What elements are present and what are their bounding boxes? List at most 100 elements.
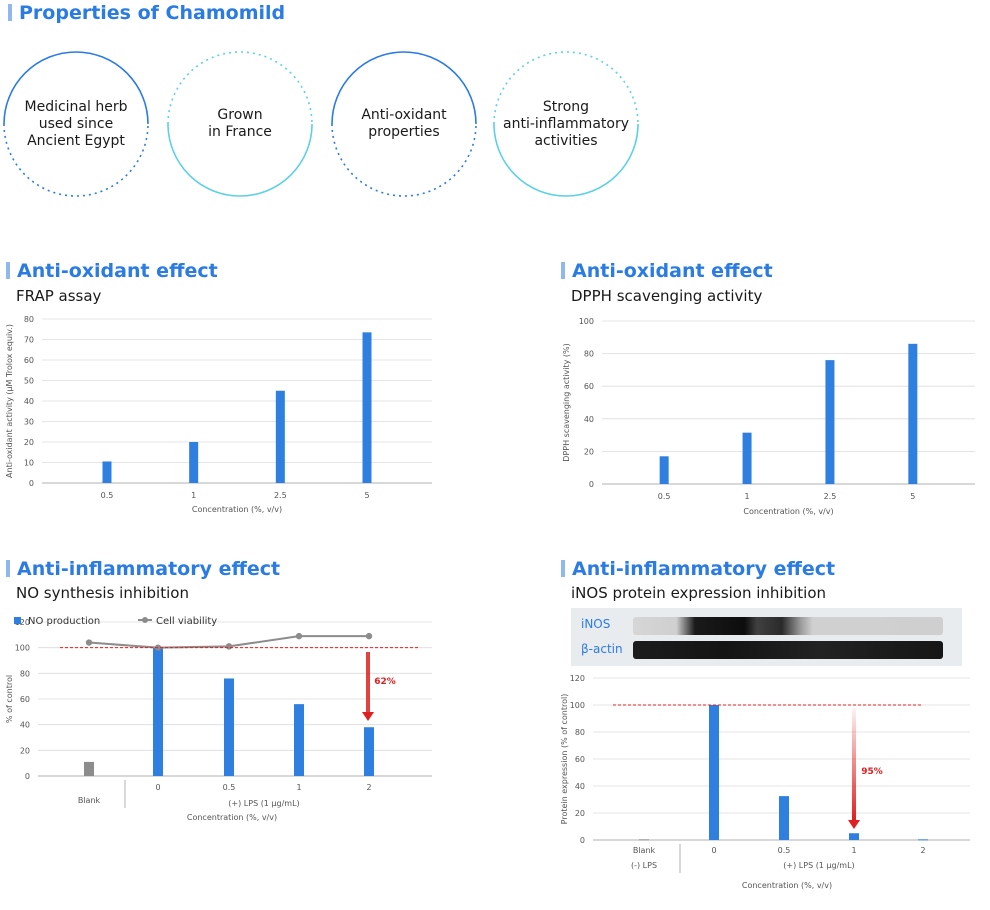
y-tick-label: 100 [15,644,30,653]
property-circle-antioxidant: Anti-oxidant properties [330,50,478,198]
y-tick-label: 10 [24,459,34,468]
y-tick-label: 40 [20,721,30,730]
title-accent-bar [6,262,10,279]
bar [742,432,752,484]
reduction-arrow-head [362,712,374,721]
western-blot: iNOS β-actin [571,608,962,666]
legend-label: NO production [28,616,100,627]
bar [908,343,918,484]
x-tick-label: 2 [920,846,925,855]
legend-swatch-point [142,617,148,623]
bar [849,833,859,840]
x-axis-label: Concentration (%, v/v) [192,505,282,514]
section-title-text: Anti-oxidant effect [17,260,218,282]
viability-point [295,632,303,640]
y-tick-label: 0 [29,479,34,488]
x-tick-label: 0 [711,846,716,855]
legend-swatch-no [14,617,21,624]
reduction-label: 95% [861,767,883,777]
bar [362,332,372,483]
y-tick-label: 20 [584,447,594,456]
bar [918,839,928,841]
bar [102,461,112,483]
section-title-inos: Anti-inflammatory effect [561,558,835,580]
circle-outline [493,51,639,197]
x-tick-label: 2.5 [824,492,837,501]
reduction-label: 62% [374,677,396,687]
circle-outline [167,51,313,197]
y-tick-label: 60 [575,755,585,764]
title-accent-bar [8,4,12,21]
blot-strip-beta-actin [633,641,943,659]
page-title: Properties of Chamomild [8,2,285,24]
section-subtitle-no: NO synthesis inhibition [16,584,189,602]
section-subtitle-frap: FRAP assay [16,287,102,305]
property-circle-herb: Medicinal herb used since Ancient Egypt [2,50,150,198]
viability-point [225,643,233,650]
group-label: (+) LPS (1 µg/mL) [228,799,299,808]
bar [294,704,304,776]
bar [275,390,285,483]
y-tick-label: 100 [570,701,585,710]
group-label: (+) LPS (1 µg/mL) [783,861,854,870]
x-tick-label: 5 [910,492,915,501]
blot-label-beta-actin: β-actin [581,642,623,656]
x-tick-label: 0.5 [223,783,236,792]
y-axis-label: Anti-oxidant activity (µM Trolox equiv.) [5,324,14,478]
y-tick-label: 50 [24,377,34,386]
x-tick-label: 1 [745,492,750,501]
x-tick-label: Blank [633,846,656,855]
y-tick-label: 60 [584,382,594,391]
y-tick-label: 0 [589,480,594,489]
y-tick-label: 20 [24,438,34,447]
properties-row: Medicinal herb used since Ancient Egypt … [0,50,700,210]
property-label: Anti-oxidant properties [361,107,447,140]
y-tick-label: 40 [584,415,594,424]
y-axis-label: % of control [5,675,14,723]
reduction-arrow-head [848,820,860,829]
section-title-text: Anti-inflammatory effect [17,558,281,580]
y-tick-label: 60 [24,356,34,365]
y-tick-label: 0 [580,836,585,845]
y-tick-label: 30 [24,418,34,427]
y-tick-label: 40 [575,782,585,791]
property-label: Medicinal herb used since Ancient Egypt [24,98,128,149]
bar [224,678,234,776]
y-tick-label: 80 [20,669,30,678]
section-subtitle-inos: iNOS protein expression inhibition [571,584,827,602]
x-axis-label: Concentration (%, v/v) [187,813,277,822]
x-tick-label: 5 [364,491,369,500]
y-tick-label: 120 [15,618,30,627]
title-accent-bar [6,560,10,577]
x-tick-label: 0.5 [778,846,791,855]
y-tick-label: 20 [20,746,30,755]
dpph-chart: 0 20 40 60 80 100 0.5 1 2.5 5 Concentration (%, v/… [562,317,975,516]
blot-label-inos: iNOS [581,617,611,631]
section-subtitle-dpph: DPPH scavenging activity [571,287,763,305]
x-tick-label: 1 [296,783,301,792]
y-tick-label: 100 [579,317,594,326]
bar [709,705,719,840]
x-tick-label: 0 [155,783,160,792]
legend-label: Cell viability [156,616,217,627]
y-tick-label: 20 [575,809,585,818]
bar [639,839,649,841]
x-axis-label: Concentration (%, v/v) [743,507,833,516]
blot-strip-inos [633,617,943,635]
property-label: Strong anti-inflammatory activities [503,98,629,149]
y-tick-label: 80 [575,728,585,737]
bar [84,761,94,776]
y-tick-label: 70 [24,336,34,345]
title-accent-bar [561,560,565,577]
bar [659,456,669,484]
x-tick-label: 2 [366,783,371,792]
x-tick-sublabel: (-) LPS [631,861,657,870]
bar [189,442,199,483]
frap-chart: 0 10 20 30 40 50 60 70 80 0.5 1 2.5 5 Concentration (… [5,315,432,514]
y-axis-label: Protein expression (% of control) [560,694,569,825]
y-tick-label: 40 [24,397,34,406]
section-title-text: Anti-oxidant effect [572,260,773,282]
circle-outline [331,51,477,197]
section-title-no: Anti-inflammatory effect [6,558,280,580]
